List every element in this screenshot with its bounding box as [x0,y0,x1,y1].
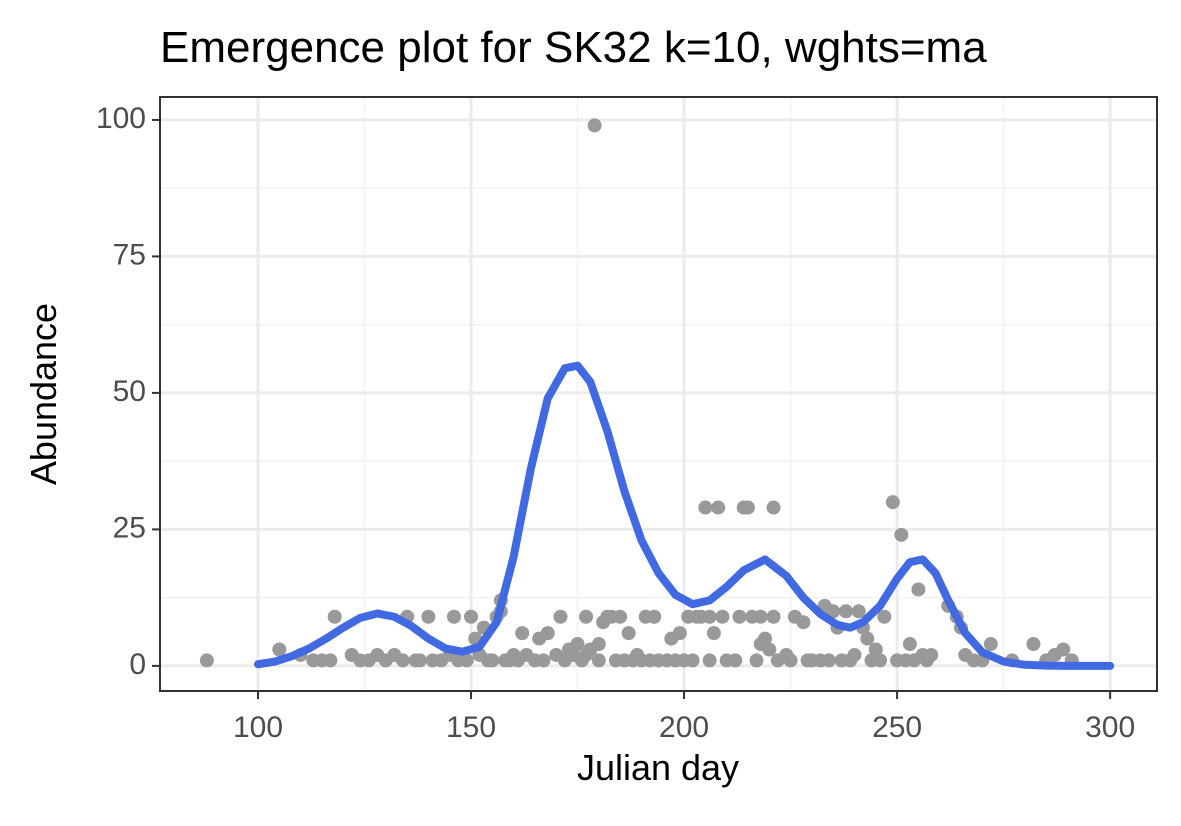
data-point [485,653,500,668]
data-point [647,609,662,624]
data-point [758,631,773,646]
data-point [860,631,875,646]
data-point [983,637,998,652]
data-point [711,500,726,515]
data-point [766,609,781,624]
data-point [421,609,436,624]
data-point [766,500,781,515]
data-point [715,609,730,624]
data-point [762,642,777,657]
data-point [783,653,798,668]
data-point [323,653,338,668]
data-point [868,642,883,657]
data-point [272,642,287,657]
data-point [199,653,214,668]
data-point [672,626,687,641]
data-point [702,653,717,668]
data-point [613,609,628,624]
data-point [621,626,636,641]
data-point [877,609,892,624]
data-point [826,604,841,619]
chart-title: Emergence plot for SK32 k=10, wghts=ma [160,23,987,72]
data-point [464,609,479,624]
x-tick-label: 200 [659,711,709,744]
x-tick-label: 150 [446,711,496,744]
data-point [911,582,926,597]
data-point [698,500,713,515]
data-point [728,653,743,668]
data-point [579,609,594,624]
y-tick-label: 100 [96,102,146,135]
data-point [446,609,461,624]
data-point [796,615,811,630]
y-axis-title: Abundance [23,303,64,485]
data-point [540,626,555,641]
data-point [873,653,888,668]
data-point [894,527,909,542]
data-point [459,653,474,668]
data-point [732,609,747,624]
x-axis-title: Julian day [577,747,739,788]
x-tick-label: 300 [1085,711,1135,744]
data-point [395,653,410,668]
data-point [847,647,862,662]
data-point [1026,637,1041,652]
data-point [536,653,551,668]
data-point [706,626,721,641]
smooth-line [254,361,1115,670]
data-point [749,653,764,668]
data-point [327,609,342,624]
data-point [885,495,900,510]
data-point [902,637,917,652]
y-tick-label: 0 [129,648,146,681]
data-point [753,609,768,624]
data-point [740,500,755,515]
data-point [591,653,606,668]
plot-border [159,96,1158,692]
data-point [515,626,530,641]
data-point [1056,642,1071,657]
data-point [821,653,836,668]
data-point [553,609,568,624]
data-point [924,647,939,662]
y-tick-label: 50 [113,375,146,408]
x-tick-label: 250 [872,711,922,744]
data-point [851,604,866,619]
data-point [591,637,606,652]
y-tick-label: 75 [113,238,146,271]
data-point [702,609,717,624]
data-point [587,118,602,133]
data-point [685,653,700,668]
y-tick-label: 25 [113,511,146,544]
data-point [570,637,585,652]
x-tick-label: 100 [233,711,283,744]
data-point [412,653,427,668]
data-point [838,604,853,619]
